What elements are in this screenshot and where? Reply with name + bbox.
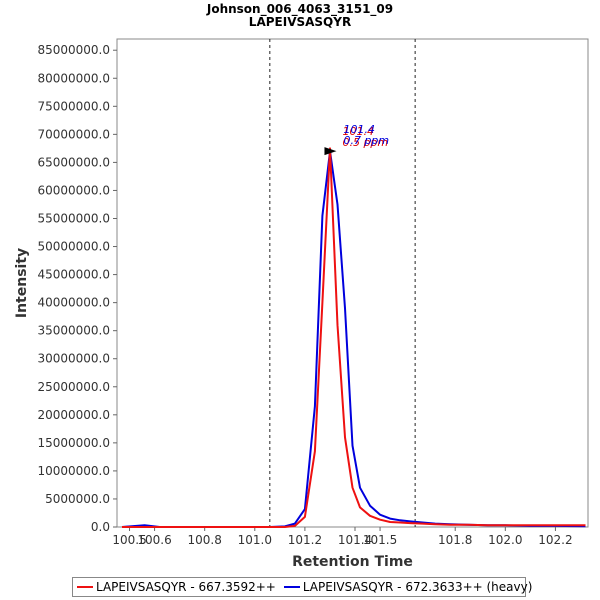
x-tick-label: 102.0 (488, 533, 522, 547)
legend-item-light: LAPEIVSASQYR - 667.3592++ (77, 580, 276, 594)
chart-title: Johnson_006_4063_3151_09 (206, 2, 394, 16)
y-tick-label: 0.0 (91, 520, 110, 534)
y-axis-label: Intensity (14, 248, 30, 318)
y-tick-label: 20000000.0 (37, 408, 110, 422)
legend-label-light: LAPEIVSASQYR - 667.3592++ (96, 580, 276, 594)
y-tick-label: 70000000.0 (37, 127, 110, 141)
y-tick-label: 55000000.0 (37, 211, 110, 225)
legend-item-heavy: LAPEIVSASQYR - 672.3633++ (heavy) (283, 580, 533, 594)
x-tick-label: 100.8 (188, 533, 222, 547)
peak-arrow (324, 147, 337, 156)
x-tick-label: 101.2 (288, 533, 322, 547)
y-tick-label: 35000000.0 (37, 324, 110, 338)
x-tick-label: 100.6 (137, 533, 171, 547)
x-tick-label: 101.0 (238, 533, 272, 547)
y-tick-label: 75000000.0 (37, 99, 110, 113)
series-line-light (122, 147, 586, 528)
x-axis-label: Retention Time (292, 554, 413, 570)
peak-annotation: 0.5 ppm (342, 136, 388, 149)
y-tick-label: 85000000.0 (37, 43, 110, 57)
x-tick-label: 101.4 (338, 533, 372, 547)
peak-annotation: 101.4 (342, 125, 374, 138)
peak-annotation: 101.4 (343, 123, 375, 136)
y-tick-label: 80000000.0 (37, 71, 110, 85)
x-tick-label: 100.5 (112, 533, 146, 547)
y-tick-label: 40000000.0 (37, 296, 110, 310)
y-tick-label: 45000000.0 (37, 268, 110, 282)
legend-label-heavy: LAPEIVSASQYR - 672.3633++ (heavy) (302, 580, 533, 594)
peak-annotation: 0.7 ppm (343, 134, 389, 147)
legend-swatch-heavy (283, 586, 300, 588)
y-tick-label: 25000000.0 (37, 380, 110, 394)
y-tick-label: 60000000.0 (37, 183, 110, 197)
y-tick-label: 15000000.0 (37, 436, 110, 450)
x-tick-label: 102.2 (538, 533, 572, 547)
legend-swatch-light (77, 586, 93, 588)
x-tick-label: 101.8 (438, 533, 472, 547)
y-tick-label: 5000000.0 (45, 492, 110, 506)
y-tick-label: 30000000.0 (37, 352, 110, 366)
chart-legend: LAPEIVSASQYR - 667.3592++ LAPEIVSASQYR -… (72, 577, 532, 597)
chart-subtitle: LAPEIVSASQYR (248, 15, 352, 29)
plot-area (116, 38, 589, 528)
x-tick-label: 101.5 (363, 533, 397, 547)
y-tick-label: 10000000.0 (37, 464, 110, 478)
y-tick-label: 50000000.0 (37, 240, 110, 254)
y-tick-label: 65000000.0 (37, 155, 110, 169)
